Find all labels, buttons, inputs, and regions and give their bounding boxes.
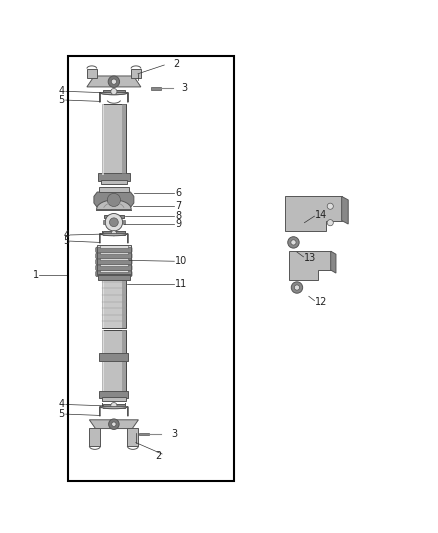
Bar <box>103 231 125 235</box>
Polygon shape <box>87 76 141 87</box>
Text: 13: 13 <box>304 253 317 263</box>
Circle shape <box>112 422 116 426</box>
FancyBboxPatch shape <box>96 247 132 253</box>
Bar <box>127 427 138 446</box>
Circle shape <box>109 419 119 430</box>
Bar <box>98 274 130 280</box>
Bar <box>102 231 103 236</box>
Polygon shape <box>100 407 128 416</box>
Polygon shape <box>331 251 336 273</box>
Circle shape <box>105 214 123 231</box>
Text: 14: 14 <box>315 210 328 220</box>
Text: 4: 4 <box>59 399 65 409</box>
Bar <box>122 330 126 391</box>
Text: 1: 1 <box>33 270 39 280</box>
Bar <box>103 90 125 93</box>
Bar <box>103 220 105 224</box>
Circle shape <box>291 240 296 245</box>
Text: 5: 5 <box>59 409 65 419</box>
Circle shape <box>294 285 300 290</box>
Text: 4: 4 <box>63 230 69 240</box>
Circle shape <box>327 220 333 226</box>
Bar <box>131 69 141 78</box>
Bar <box>102 330 104 391</box>
Bar <box>151 87 161 90</box>
Polygon shape <box>89 420 138 429</box>
Bar <box>102 104 104 174</box>
Text: 6: 6 <box>175 188 181 198</box>
Bar <box>102 330 126 391</box>
Text: 8: 8 <box>175 211 181 221</box>
Text: 4: 4 <box>59 86 65 96</box>
Polygon shape <box>342 197 348 224</box>
Circle shape <box>108 76 120 87</box>
FancyBboxPatch shape <box>96 265 132 271</box>
Text: 2: 2 <box>173 59 179 69</box>
Bar <box>139 432 149 435</box>
Text: 10: 10 <box>175 256 187 266</box>
Text: 3: 3 <box>171 429 177 439</box>
Text: 5: 5 <box>59 95 65 105</box>
Text: 7: 7 <box>175 201 181 211</box>
Circle shape <box>111 231 117 236</box>
Bar <box>102 104 126 174</box>
Bar <box>103 403 125 408</box>
Bar <box>100 269 128 272</box>
Bar <box>100 257 128 260</box>
Polygon shape <box>285 197 342 231</box>
Bar <box>99 353 128 361</box>
Bar <box>104 215 124 219</box>
FancyBboxPatch shape <box>96 253 132 259</box>
Polygon shape <box>100 93 128 102</box>
Bar <box>123 220 125 224</box>
Bar <box>122 104 126 174</box>
Bar <box>122 276 126 328</box>
Bar <box>98 173 130 181</box>
Polygon shape <box>289 251 331 280</box>
Text: 3: 3 <box>182 83 188 93</box>
Bar <box>100 263 128 266</box>
Circle shape <box>288 237 299 248</box>
Circle shape <box>110 218 118 227</box>
Circle shape <box>107 193 120 206</box>
Circle shape <box>111 402 117 409</box>
Bar <box>97 246 131 275</box>
Circle shape <box>327 203 333 209</box>
Bar <box>100 246 128 248</box>
Bar <box>102 403 103 408</box>
Text: 5: 5 <box>63 236 69 246</box>
Bar <box>125 231 126 236</box>
Bar <box>102 276 104 328</box>
Bar <box>102 276 126 328</box>
Text: 9: 9 <box>175 219 181 229</box>
Bar <box>99 391 128 398</box>
Bar <box>68 56 234 481</box>
Polygon shape <box>100 233 128 243</box>
Bar <box>125 403 126 408</box>
Polygon shape <box>100 93 128 102</box>
Text: 2: 2 <box>155 451 162 461</box>
Circle shape <box>291 282 303 293</box>
FancyBboxPatch shape <box>96 271 132 277</box>
Bar <box>87 69 97 78</box>
Text: 11: 11 <box>175 279 187 289</box>
FancyBboxPatch shape <box>96 259 132 265</box>
Circle shape <box>111 88 117 94</box>
Bar <box>102 397 126 401</box>
Polygon shape <box>96 200 131 209</box>
Bar <box>101 180 127 184</box>
Bar <box>100 252 128 254</box>
Polygon shape <box>94 192 134 207</box>
Bar <box>99 187 129 192</box>
Circle shape <box>111 79 117 84</box>
Bar <box>89 427 100 446</box>
Text: 12: 12 <box>315 296 328 306</box>
